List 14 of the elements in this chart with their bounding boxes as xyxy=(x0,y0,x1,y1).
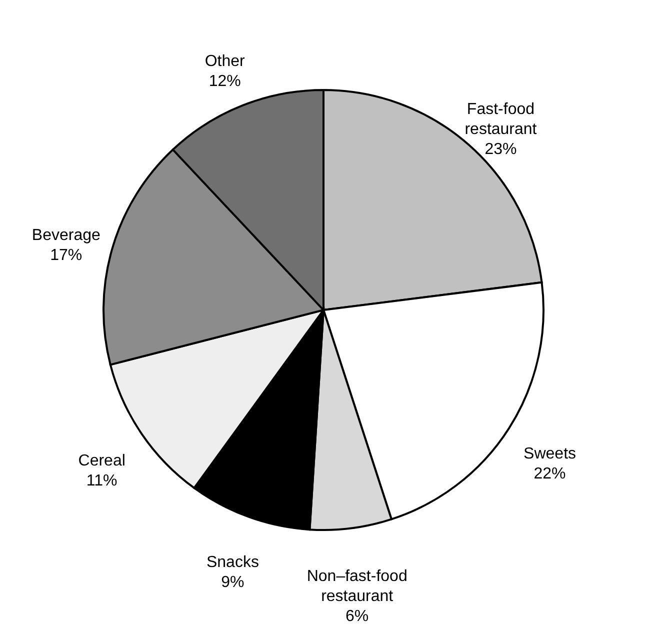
data-label: 17% xyxy=(50,247,82,264)
slice-label: Sweets xyxy=(524,446,576,463)
data-label: 23% xyxy=(484,140,517,158)
data-label: 11% xyxy=(86,472,118,490)
data-label: 6% xyxy=(346,608,369,625)
slice-label: Snacks xyxy=(206,554,259,572)
slice-label: Cereal xyxy=(78,452,126,470)
slice-label: Beverage xyxy=(32,227,100,244)
slice-label: Other xyxy=(204,52,246,70)
data-label: 12% xyxy=(208,72,241,90)
slice-label: Fast-food restaurant xyxy=(464,100,538,138)
slice-label: Non–fast-food restaurant xyxy=(306,568,408,605)
data-label: 9% xyxy=(221,574,244,592)
data-label: 22% xyxy=(534,466,566,483)
